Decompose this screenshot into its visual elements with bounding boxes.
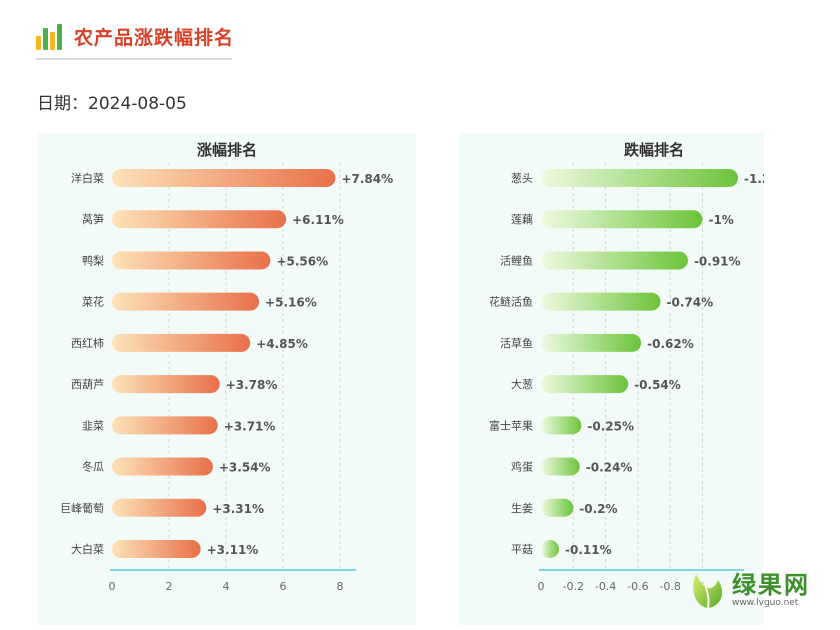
fall-chart-title: 跌幅排名 — [624, 141, 684, 159]
fall-category-label: 活鲤鱼 — [500, 253, 533, 267]
watermark-name: 绿果网 — [732, 570, 810, 599]
fall-bar — [541, 457, 580, 476]
page-title: 农产品涨跌幅排名 — [74, 26, 235, 49]
rise-bar — [112, 333, 251, 352]
fall-value-label: -0.24% — [586, 461, 633, 475]
fall-bar — [541, 292, 661, 311]
rise-category-label: 菜花 — [82, 296, 104, 309]
fall-chart-svg: 跌幅排名0-0.2-0.4-0.6-0.8-1葱头-1.22%莲藕-1%活鲤鱼-… — [489, 141, 791, 593]
bar-chart-icon — [36, 22, 66, 50]
fall-category-label: 活草鱼 — [500, 336, 533, 350]
fall-bar — [541, 498, 574, 517]
fall-tick-label: -0.4 — [595, 580, 616, 593]
rise-value-label: +3.54% — [219, 461, 271, 475]
fall-tick-label: -0.8 — [659, 580, 680, 593]
rise-chart-title: 涨幅排名 — [197, 141, 257, 159]
fall-category-label: 鸡蛋 — [511, 460, 533, 474]
fall-ranking-chart: 跌幅排名0-0.2-0.4-0.6-0.8-1葱头-1.22%莲藕-1%活鲤鱼-… — [458, 133, 791, 625]
rise-tick-label: 2 — [166, 580, 173, 593]
rise-bar — [112, 210, 287, 229]
fall-tick-label: 0 — [538, 580, 545, 593]
rise-category-label: 巨峰葡萄 — [60, 502, 104, 515]
rise-bar — [112, 416, 218, 435]
rise-ranking-chart: 涨幅排名 0 2 4 6 8 洋白菜 +7.84% 莴笋 +6.11% 鸭梨 +5.56% 菜花 +5.1… — [38, 133, 416, 625]
fall-category-label: 平菇 — [511, 542, 533, 556]
fall-tick-label: -0.2 — [563, 580, 584, 593]
rise-tick-label: 4 — [223, 580, 230, 593]
rise-category-label: 莴笋 — [82, 212, 104, 226]
rise-value-label: +5.16% — [265, 296, 317, 310]
fall-value-label: -1% — [708, 213, 733, 227]
rise-tick-label: 6 — [280, 580, 287, 593]
rise-category-label: 大白菜 — [71, 542, 104, 556]
fall-value-label: -0.2% — [579, 502, 617, 516]
rise-category-label: 冬瓜 — [82, 460, 104, 474]
rise-category-label: 西红柿 — [71, 336, 104, 350]
rise-value-label: +6.11% — [292, 213, 344, 227]
rise-value-label: +7.84% — [341, 172, 393, 186]
fall-category-label: 花鲢活鱼 — [489, 295, 533, 309]
rise-value-label: +3.11% — [207, 543, 259, 557]
fall-value-label: -0.91% — [694, 254, 741, 268]
rise-category-label: 韭菜 — [82, 419, 104, 432]
rise-bar — [112, 457, 213, 476]
fall-bar — [541, 333, 642, 352]
rise-value-label: +4.85% — [256, 337, 308, 351]
fall-category-label: 大葱 — [511, 377, 533, 391]
fall-bar — [541, 210, 703, 229]
fall-category-label: 葱头 — [511, 172, 533, 185]
fall-value-label: -0.25% — [587, 419, 634, 433]
fall-category-label: 莲藕 — [511, 213, 533, 226]
fall-value-label: -0.11% — [565, 543, 612, 557]
watermark: 绿果网 www.lvguo.net — [688, 568, 810, 612]
rise-bar — [112, 251, 271, 270]
rise-value-label: +3.78% — [226, 378, 278, 392]
rise-tick-label: 0 — [109, 580, 116, 593]
fall-bar — [541, 375, 629, 394]
fall-category-label: 生姜 — [511, 501, 533, 515]
rise-category-label: 鸭梨 — [82, 253, 104, 267]
fall-value-label: -0.54% — [634, 378, 681, 392]
rise-bar — [112, 292, 260, 311]
page-header: 农产品涨跌幅排名 — [36, 22, 234, 50]
rise-tick-label: 8 — [337, 580, 344, 593]
rise-value-label: +5.56% — [276, 254, 328, 268]
title-underline — [36, 58, 232, 60]
rise-category-label: 洋白菜 — [71, 171, 104, 185]
fall-bar — [541, 251, 688, 270]
leaf-logo-icon — [693, 574, 723, 609]
fall-value-label: -0.74% — [666, 296, 713, 310]
rise-value-label: +3.31% — [212, 502, 264, 516]
rise-bar — [112, 169, 336, 187]
fall-bar — [541, 416, 582, 435]
fall-value-label: -0.62% — [647, 337, 694, 351]
fall-category-label: 富士苹果 — [489, 418, 533, 432]
rise-bar — [112, 375, 220, 394]
fall-tick-label: -0.6 — [627, 580, 648, 593]
rise-bar — [112, 540, 201, 558]
fall-value-label: -1.22% — [744, 172, 764, 186]
rise-chart-svg: 涨幅排名 0 2 4 6 8 洋白菜 +7.84% 莴笋 +6.11% 鸭梨 +5.56% 菜花 +5.1… — [60, 141, 393, 593]
rise-value-label: +3.71% — [224, 419, 276, 433]
date-label: 日期：2024-08-05 — [37, 94, 187, 114]
rise-bar — [112, 498, 207, 517]
fall-bar — [541, 540, 559, 558]
rise-category-label: 西葫芦 — [71, 378, 104, 391]
fall-bar — [541, 169, 738, 187]
watermark-url: www.lvguo.net — [732, 597, 799, 608]
